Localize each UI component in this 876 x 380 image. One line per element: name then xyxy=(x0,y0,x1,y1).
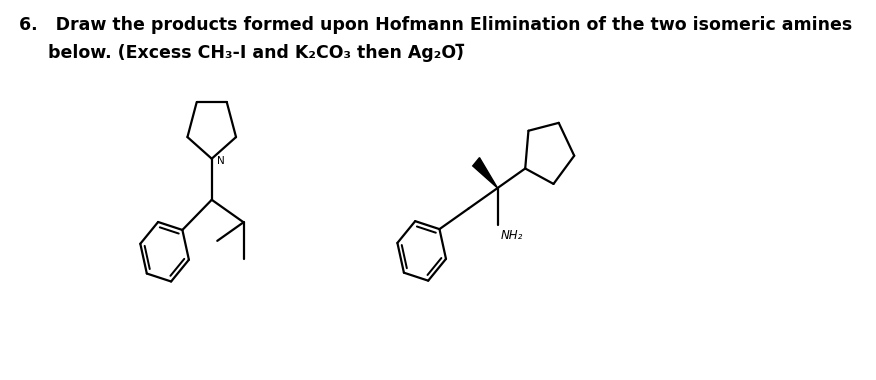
Text: NH₂: NH₂ xyxy=(501,229,523,242)
Text: below. (Excess CH₃-I and K₂CO₃ then Ag₂O)̅: below. (Excess CH₃-I and K₂CO₃ then Ag₂O… xyxy=(48,43,464,62)
Polygon shape xyxy=(473,158,498,188)
Text: 6.   Draw the products formed upon Hofmann Elimination of the two isomeric amine: 6. Draw the products formed upon Hofmann… xyxy=(18,16,851,34)
Text: N: N xyxy=(216,156,224,166)
